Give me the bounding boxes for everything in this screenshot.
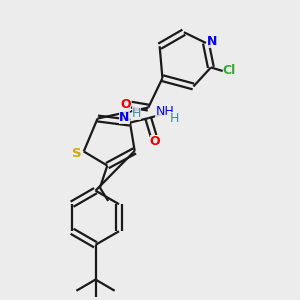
Text: NH: NH <box>155 105 174 118</box>
Text: N: N <box>119 111 130 124</box>
Text: O: O <box>150 135 160 148</box>
Text: O: O <box>121 98 131 111</box>
Text: S: S <box>72 147 82 160</box>
Text: Cl: Cl <box>223 64 236 77</box>
Text: H: H <box>169 112 179 125</box>
Text: H: H <box>131 107 141 120</box>
Text: N: N <box>207 35 218 48</box>
